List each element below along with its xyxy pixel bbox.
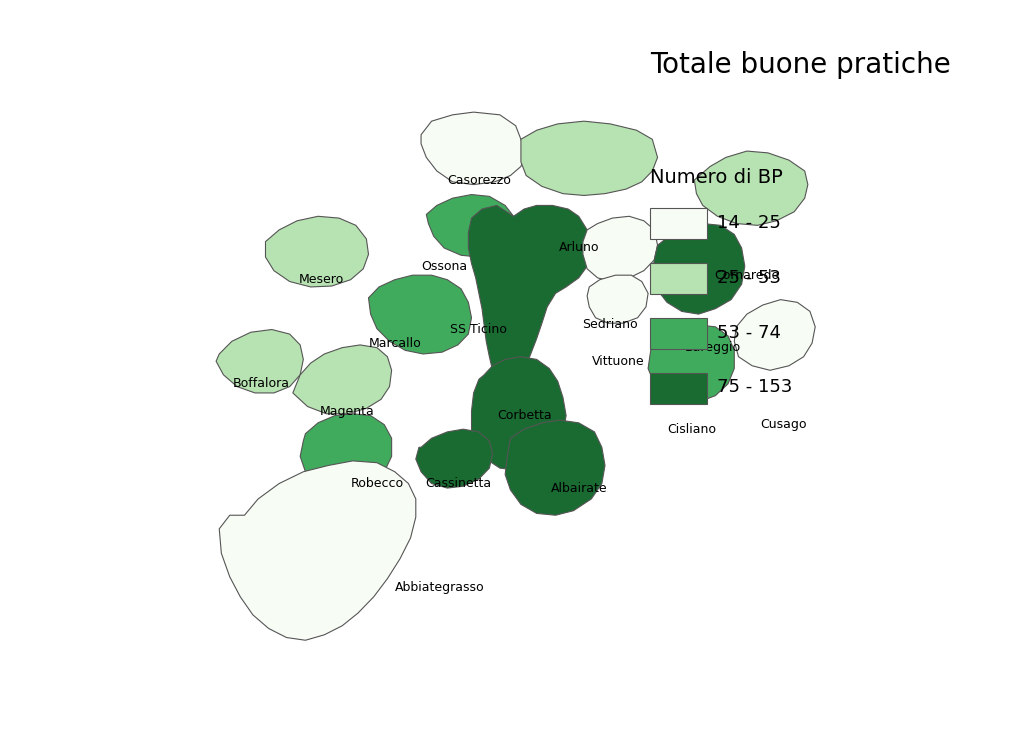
Text: Numero di BP: Numero di BP <box>650 168 783 187</box>
Polygon shape <box>587 275 648 323</box>
Polygon shape <box>216 330 303 393</box>
Polygon shape <box>468 205 591 406</box>
Text: Cisliano: Cisliano <box>668 423 717 436</box>
Text: Cassinetta: Cassinetta <box>425 477 490 490</box>
Polygon shape <box>300 414 391 490</box>
Text: 14 - 25: 14 - 25 <box>717 214 780 232</box>
Text: SS Ticino: SS Ticino <box>451 323 507 336</box>
Polygon shape <box>505 420 605 515</box>
Polygon shape <box>416 429 493 488</box>
Polygon shape <box>648 325 734 402</box>
Text: Bareggio: Bareggio <box>685 341 741 354</box>
Text: Magenta: Magenta <box>321 404 375 417</box>
Text: 53 - 74: 53 - 74 <box>717 324 780 341</box>
Polygon shape <box>471 357 566 470</box>
Text: Totale buone pratiche: Totale buone pratiche <box>650 51 951 79</box>
Text: Albairate: Albairate <box>551 482 607 495</box>
Polygon shape <box>421 112 526 185</box>
Text: Vittuone: Vittuone <box>592 355 645 368</box>
Text: Abbiategrasso: Abbiategrasso <box>395 581 484 594</box>
Text: Cornaredo: Cornaredo <box>715 269 779 281</box>
Polygon shape <box>734 300 815 371</box>
Text: 25 - 53: 25 - 53 <box>717 269 780 287</box>
Text: Arluno: Arluno <box>558 241 599 254</box>
Text: Casorezzo: Casorezzo <box>446 173 511 186</box>
Polygon shape <box>583 216 657 281</box>
Polygon shape <box>652 224 744 314</box>
Polygon shape <box>426 194 516 257</box>
Polygon shape <box>369 275 471 354</box>
Text: Robecco: Robecco <box>350 477 403 490</box>
Text: Corbetta: Corbetta <box>497 409 551 422</box>
Polygon shape <box>694 151 808 225</box>
Text: 75 - 153: 75 - 153 <box>717 379 793 396</box>
Polygon shape <box>521 121 657 195</box>
Polygon shape <box>293 345 391 414</box>
Text: Cusago: Cusago <box>761 418 807 431</box>
Text: Ossona: Ossona <box>421 260 467 273</box>
Polygon shape <box>265 216 369 287</box>
Text: Marcallo: Marcallo <box>369 336 421 349</box>
Polygon shape <box>219 461 416 640</box>
Text: Sedriano: Sedriano <box>583 319 638 331</box>
Text: Boffalora: Boffalora <box>232 377 290 390</box>
Text: Mesero: Mesero <box>299 273 344 287</box>
